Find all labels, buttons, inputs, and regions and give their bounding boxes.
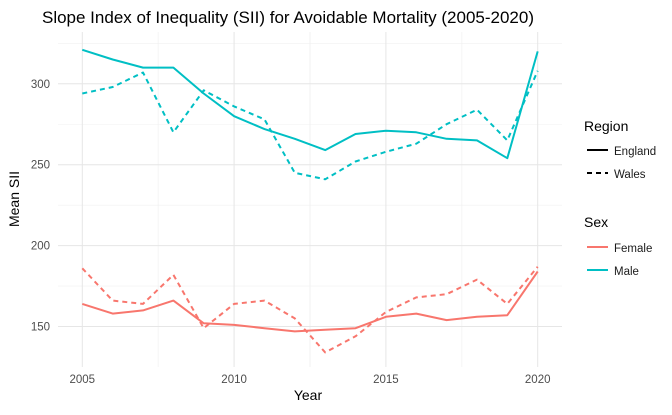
y-tick-label: 150 xyxy=(31,322,50,334)
y-tick-label: 250 xyxy=(31,160,50,172)
series-line-wales-male xyxy=(82,70,539,181)
legend-label-male: Male xyxy=(614,266,639,278)
y-tick-label: 200 xyxy=(31,241,50,253)
x-tick-label: 2010 xyxy=(221,374,247,386)
grid xyxy=(58,32,562,367)
legend-region-title: Region xyxy=(584,118,628,134)
x-tick-label: 2005 xyxy=(69,374,95,386)
legend: Region England Wales Sex Female Male xyxy=(584,118,656,278)
x-tick-label: 2020 xyxy=(525,374,551,386)
y-axis-title: Mean SII xyxy=(6,171,22,227)
series-lines xyxy=(81,48,539,354)
axis-ticks: 2005 2010 2015 2020 150 200 250 300 xyxy=(31,79,551,386)
y-tick-label: 300 xyxy=(31,79,50,91)
legend-label-female: Female xyxy=(614,243,652,255)
legend-sex-title: Sex xyxy=(584,214,608,230)
legend-label-england: England xyxy=(614,146,656,158)
x-axis-title: Year xyxy=(294,387,323,403)
chart-title: Slope Index of Inequality (SII) for Avoi… xyxy=(42,8,534,27)
series-line-england-male xyxy=(81,48,539,160)
x-tick-label: 2015 xyxy=(373,374,399,386)
series-line-england-female xyxy=(81,270,539,333)
legend-label-wales: Wales xyxy=(614,169,646,181)
